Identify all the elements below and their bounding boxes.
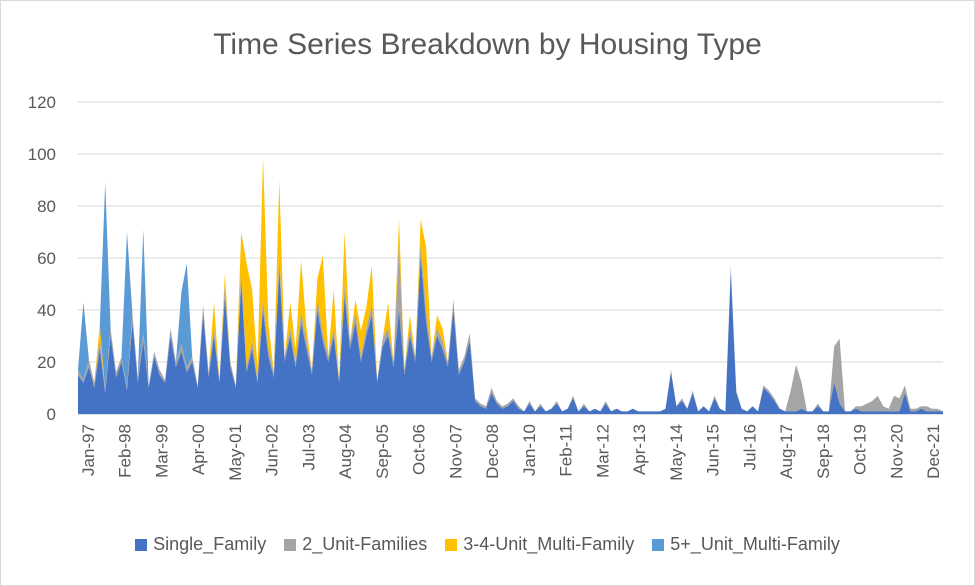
x-tick-label: Sep-18 <box>814 424 833 479</box>
x-tick-label: Jul-03 <box>299 424 318 470</box>
legend-item: 3-4-Unit_Multi-Family <box>445 534 634 555</box>
x-tick-label: Nov-20 <box>887 424 906 479</box>
y-tick-label: 120 <box>28 93 56 112</box>
legend-swatch <box>652 538 665 551</box>
legend-swatch <box>445 538 458 551</box>
x-tick-label: Feb-98 <box>116 424 135 478</box>
legend-label: 3-4-Unit_Multi-Family <box>463 534 635 554</box>
y-tick-label: 80 <box>37 197 56 216</box>
x-tick-label: Dec-21 <box>924 424 943 479</box>
x-tick-label: Mar-12 <box>593 424 612 478</box>
x-tick-label: May-14 <box>667 424 686 481</box>
legend-label: 2_Unit-Families <box>302 534 428 554</box>
y-tick-label: 0 <box>47 405 56 424</box>
legend-item: 5+_Unit_Multi-Family <box>652 534 840 555</box>
y-tick-label: 40 <box>37 301 56 320</box>
x-tick-label: Feb-11 <box>557 424 576 477</box>
chart-legend: Single_Family 2_Unit-Families 3-4-Unit_Mul… <box>0 534 975 555</box>
x-tick-label: Apr-00 <box>189 424 208 475</box>
x-tick-label: Jan-10 <box>520 424 539 476</box>
series-area-single-family <box>78 258 943 414</box>
x-tick-label: Apr-13 <box>630 424 649 475</box>
chart-title: Time Series Breakdown by Housing Type <box>213 28 762 61</box>
x-tick-label: Nov-07 <box>446 424 465 479</box>
legend-item: 2_Unit-Families <box>284 534 427 555</box>
x-tick-label: Jun-15 <box>704 424 723 476</box>
y-tick-label: 60 <box>37 249 56 268</box>
x-tick-label: Oct-19 <box>851 424 870 475</box>
x-tick-label: Mar-99 <box>153 424 172 478</box>
y-tick-label: 100 <box>28 145 56 164</box>
x-tick-label: Dec-08 <box>483 424 502 479</box>
legend-label: 5+_Unit_Multi-Family <box>670 534 840 554</box>
x-tick-label: Jan-97 <box>79 424 98 476</box>
x-tick-label: Aug-04 <box>336 424 355 479</box>
legend-label: Single_Family <box>153 534 267 554</box>
series-area-3-4-unit-multi-family <box>78 156 943 412</box>
x-tick-label: Jun-02 <box>263 424 282 476</box>
x-tick-label: Aug-17 <box>777 424 796 479</box>
x-tick-label: Oct-06 <box>410 424 429 475</box>
x-tick-label: May-01 <box>226 424 245 481</box>
x-tick-label: Jul-16 <box>740 424 759 470</box>
legend-item: Single_Family <box>135 534 266 555</box>
legend-swatch <box>284 538 297 551</box>
y-tick-label: 20 <box>37 353 56 372</box>
legend-swatch <box>135 538 148 551</box>
x-tick-label: Sep-05 <box>373 424 392 479</box>
